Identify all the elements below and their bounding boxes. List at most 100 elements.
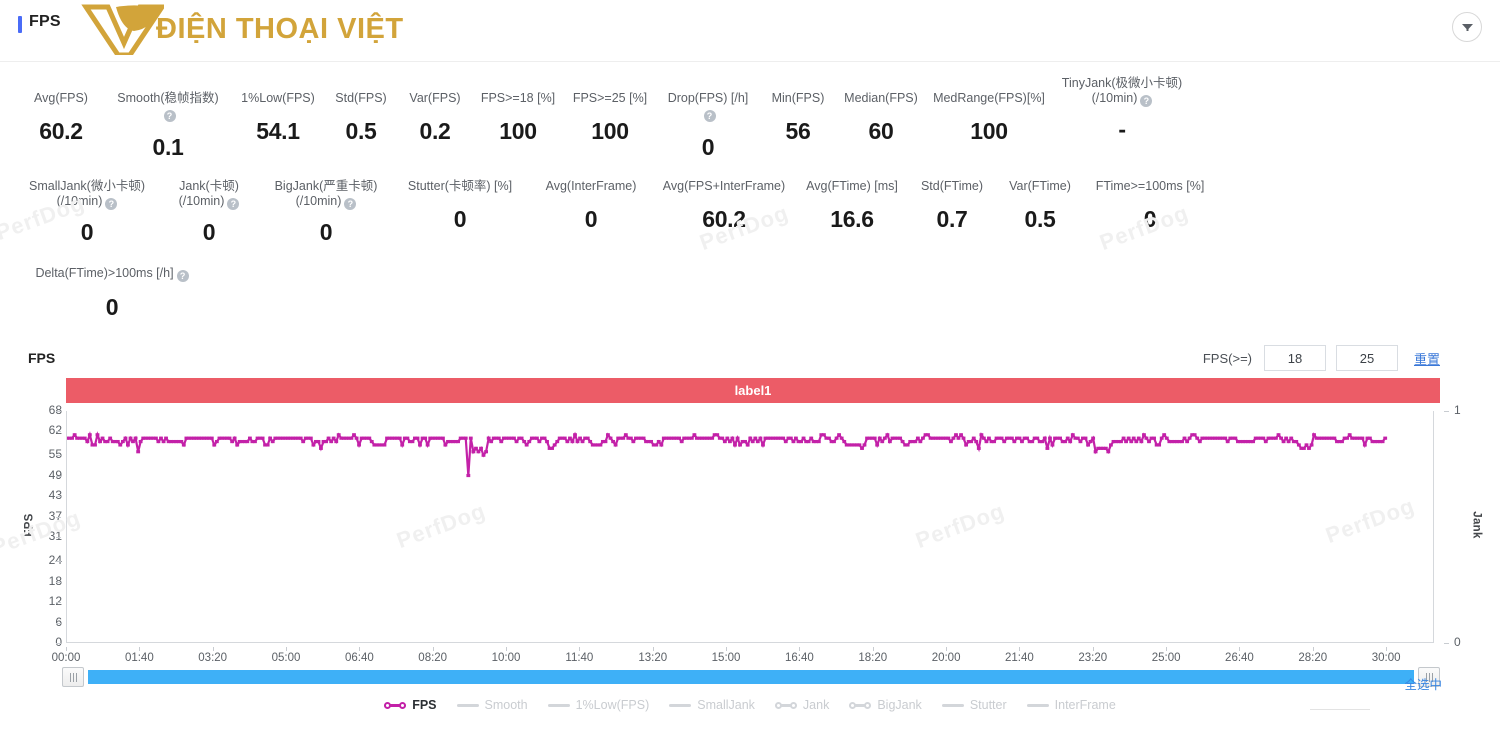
help-icon[interactable]: ? (703, 110, 716, 122)
metric-cell: FPS>=25 [%] 100 (564, 76, 656, 145)
chart-controls: FPS(>=) 重置 (1203, 343, 1440, 373)
x-tick-mark (432, 647, 434, 651)
y-axis-ticks: 68 62 55 49 43 37 31 24 18 12 6 0 (26, 403, 62, 649)
y2-tick-mark (1444, 643, 1449, 644)
y-tick-label: 62 (48, 423, 62, 438)
help-icon[interactable]: ? (1140, 95, 1153, 107)
y2-tick-label: 1 (1454, 403, 1461, 417)
legend-label: InterFrame (1054, 698, 1116, 712)
metric-value: 0.2 (419, 118, 451, 144)
metric-cell: MedRange(FPS)[%] 100 (926, 76, 1052, 145)
time-range-scrollbar[interactable] (62, 667, 1440, 687)
metric-value: 0 (1143, 206, 1157, 232)
fps-threshold-low-input[interactable] (1263, 345, 1326, 371)
y-tick-label: 6 (55, 614, 62, 629)
metric-cell: FTime>=100ms [%] 0 (1084, 179, 1216, 233)
metric-label: SmallJank(微小卡顿) (/10min)? (29, 179, 145, 210)
y-tick-mark (56, 643, 61, 644)
legend-label: 1%Low(FPS) (575, 698, 650, 712)
grip-icon (69, 672, 77, 682)
x-tick-label: 05:00 (271, 652, 301, 664)
plot-box[interactable]: PerfDog PerfDog PerfDog (66, 411, 1434, 643)
x-tick-label: 08:20 (418, 652, 448, 664)
legend-item-stutter[interactable]: Stutter (941, 698, 1007, 712)
x-tick-label: 16:40 (785, 652, 814, 664)
page-title: FPS (29, 13, 61, 30)
help-icon[interactable]: ? (227, 198, 240, 210)
legend-item-bigjank[interactable]: BigJank (849, 698, 922, 712)
x-tick-mark (579, 647, 581, 651)
y-tick-mark (56, 537, 61, 539)
metric-label: Jank(卡顿) (/10min)? (178, 179, 240, 210)
scrollbar-track[interactable] (88, 670, 1414, 684)
scrollbar-left-handle[interactable] (62, 667, 84, 687)
x-tick-mark (872, 647, 874, 651)
x-tick-label: 01:40 (124, 652, 154, 664)
metric-cell: Drop(FPS) [/h]? 0 (656, 76, 760, 161)
v-logo-icon (78, 3, 167, 58)
metric-label: Delta(FTime)>100ms [/h]? (35, 266, 189, 282)
select-all-link[interactable]: 全选中 (1404, 678, 1442, 692)
metric-value: 0 (701, 134, 715, 160)
help-icon[interactable]: ? (105, 198, 118, 210)
legend-item-interframe[interactable]: InterFrame (1026, 698, 1116, 712)
y-tick-label: 12 (48, 594, 62, 609)
metric-row-1: Avg(FPS) 60.2 Smooth(稳帧指数)? 0.1 1%Low(FPS) 54… (0, 76, 1500, 161)
metric-value: 54.1 (256, 118, 300, 144)
metric-label: Drop(FPS) [/h]? (667, 91, 749, 122)
fps-threshold-high-input[interactable] (1335, 345, 1398, 371)
help-icon[interactable]: ? (163, 110, 176, 122)
legend-label: SmallJank (697, 698, 755, 712)
legend-item-smooth[interactable]: Smooth (456, 698, 528, 712)
help-icon[interactable]: ? (344, 198, 357, 210)
x-tick-mark (946, 647, 948, 651)
grip-icon (1425, 672, 1433, 682)
label-band[interactable]: label1 (66, 378, 1440, 403)
metric-cell: Var(FPS) 0.2 (398, 76, 472, 145)
legend-item-smalljank[interactable]: SmallJank (669, 698, 755, 712)
metric-value: 0.1 (152, 134, 184, 160)
brand-logo: ĐIỆN THOẠI VIỆT (78, 0, 404, 58)
metric-value: 56 (785, 118, 811, 144)
x-tick-label: 11:40 (565, 652, 594, 664)
x-tick-label: 30:00 (1371, 652, 1401, 664)
y-tick-label: 24 (48, 553, 62, 568)
y-tick-mark (56, 455, 61, 457)
y-tick-mark (56, 411, 61, 412)
legend-item-fps[interactable]: FPS (384, 698, 437, 712)
help-icon[interactable]: ? (176, 270, 189, 282)
metric-value: 100 (499, 118, 537, 144)
metric-cell: SmallJank(微小卡顿) (/10min)? 0 (18, 179, 156, 246)
y-tick-mark (56, 581, 61, 583)
metric-label: Var(FPS) (409, 91, 461, 105)
chart-title: FPS (28, 350, 56, 366)
metric-label: TinyJank(极微小卡顿) (/10min)? (1061, 76, 1183, 107)
metric-label: Std(FTime) (920, 179, 984, 193)
y-tick-label: 43 (48, 488, 62, 503)
legend-marker-icon (384, 700, 407, 710)
legend-marker-icon (547, 700, 570, 710)
legend-label: Jank (802, 698, 830, 712)
x-tick-mark (1166, 647, 1168, 651)
metric-label: Min(FPS) (771, 91, 825, 105)
metric-row-3: Delta(FTime)>100ms [/h]? 0 (0, 266, 1500, 321)
x-tick-label: 15:00 (711, 652, 741, 664)
y-tick-mark (56, 516, 61, 518)
y2-tick-label: 0 (1454, 635, 1461, 649)
metric-value: 60.2 (702, 206, 746, 232)
metric-cell: Std(FPS) 0.5 (324, 76, 398, 145)
x-tick-mark (799, 647, 801, 651)
legend-item-jank[interactable]: Jank (774, 698, 830, 712)
reset-button[interactable]: 重置 (1413, 351, 1440, 367)
chart-legend: FPS Smooth 1%Low(FPS) SmallJank Jank BigJank S… (0, 695, 1500, 715)
x-tick-mark (212, 647, 214, 651)
metric-label: Avg(InterFrame) (545, 179, 637, 193)
legend-item-1-low-fps[interactable]: 1%Low(FPS) (547, 698, 650, 712)
scrollbar-right-handle[interactable] (1418, 667, 1440, 687)
metric-value: 0 (105, 294, 119, 320)
chevron-down-icon[interactable] (1452, 12, 1482, 42)
y-tick-mark (56, 602, 61, 604)
y-tick-label: 0 (55, 635, 62, 649)
